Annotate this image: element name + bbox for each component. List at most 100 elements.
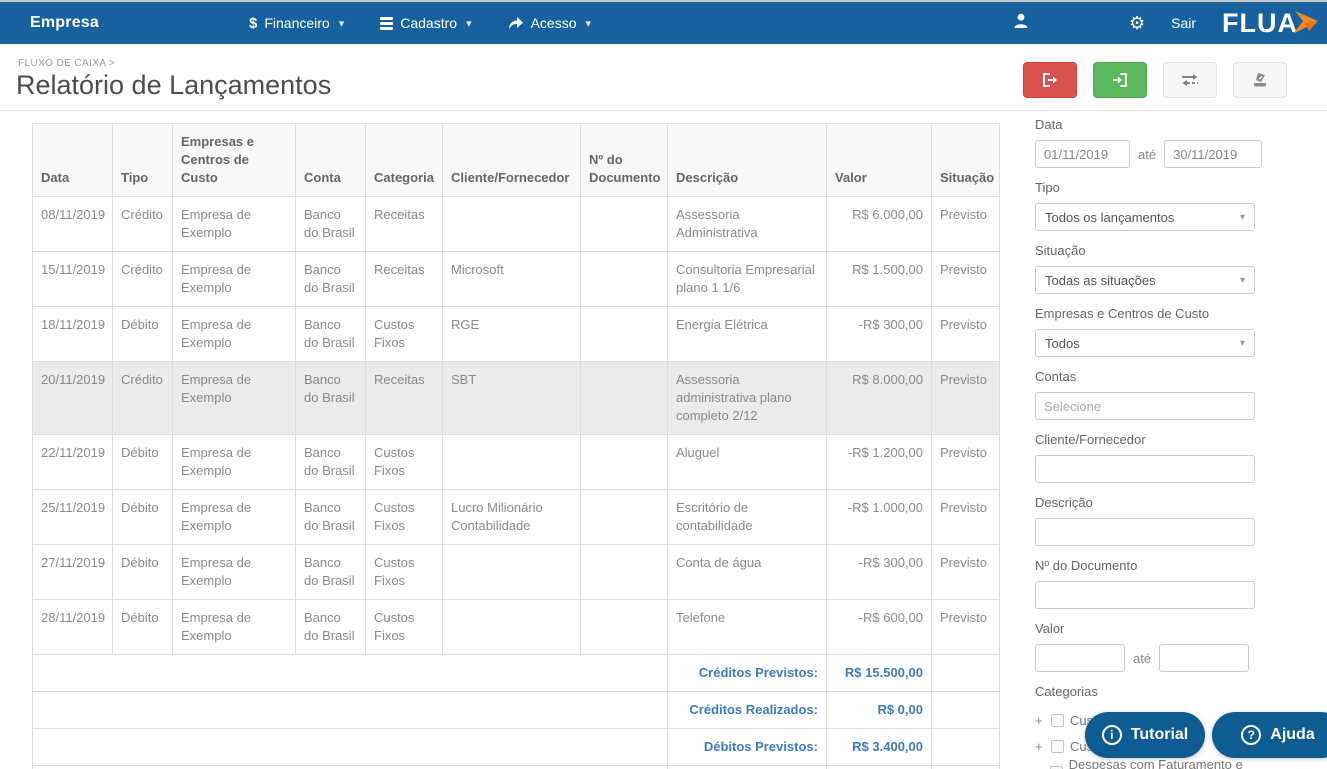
filter-cliente: Cliente/Fornecedor <box>1035 432 1275 483</box>
flua-logo: FLUA <box>1222 8 1321 39</box>
summary-value: R$ 3.400,00 <box>826 728 932 766</box>
table-cell: Empresa de Exemplo <box>172 544 296 600</box>
table-cell <box>442 544 581 600</box>
summary-end-cell <box>931 654 1000 692</box>
empresas-select[interactable]: Todos ▾ <box>1035 329 1255 357</box>
summary-value: R$ 0,00 <box>826 765 932 769</box>
table-row[interactable]: 25/11/2019 Débito Empresa de Exemplo Banco … <box>32 489 1000 545</box>
table-cell: 25/11/2019 <box>32 489 113 545</box>
table-row[interactable]: 08/11/2019 Crédito Empresa de Exemplo Banco… <box>32 196 1000 252</box>
summary-row: Créditos Previstos: R$ 15.500,00 <box>32 654 1000 692</box>
table-cell <box>442 434 581 490</box>
category-item: + Despesas com Faturamento e Vendas <box>1035 757 1275 769</box>
category-checkbox[interactable] <box>1051 739 1064 753</box>
table-row[interactable]: 28/11/2019 Débito Empresa de Exemplo Banco … <box>32 599 1000 655</box>
situacao-filter-label: Situação <box>1035 243 1086 258</box>
nav-acesso[interactable]: Acesso ▾ <box>508 15 591 31</box>
logout-link[interactable]: Sair <box>1171 15 1197 31</box>
valor-until-label: até <box>1133 650 1152 666</box>
table-cell: Previsto <box>931 544 1000 600</box>
print-button[interactable] <box>1233 62 1287 98</box>
category-checkbox[interactable] <box>1050 765 1063 769</box>
help-button[interactable]: ? Ajuda <box>1212 712 1327 758</box>
nav-cadastro[interactable]: Cadastro ▾ <box>380 15 472 31</box>
category-checkbox[interactable] <box>1051 713 1064 727</box>
table-cell: Crédito <box>112 251 173 307</box>
tutorial-button[interactable]: i Tutorial <box>1085 712 1205 758</box>
table-cell: Débito <box>112 434 173 490</box>
table-cell: Conta de água <box>667 544 827 600</box>
table-cell <box>580 196 668 252</box>
column-header: Valor <box>826 123 932 197</box>
filter-situacao: Situação Todas as situações ▾ <box>1035 243 1275 294</box>
table-cell: Banco do Brasil <box>295 434 366 490</box>
tipo-select[interactable]: Todos os lançamentos ▾ <box>1035 203 1255 231</box>
report-table-container: Data Tipo Empresas e Centros de Custo Conta… <box>32 123 1000 769</box>
situacao-select[interactable]: Todas as situações ▾ <box>1035 266 1255 294</box>
date-from-input[interactable] <box>1035 140 1130 168</box>
date-to-input[interactable] <box>1164 140 1263 168</box>
summary-spacer-cell <box>32 691 668 729</box>
table-cell: SBT <box>442 361 581 435</box>
filter-empresas: Empresas e Centros de Custo Todos ▾ <box>1035 306 1275 357</box>
valor-from-input[interactable] <box>1035 644 1125 672</box>
table-cell: Previsto <box>931 434 1000 490</box>
table-cell: 28/11/2019 <box>32 599 113 655</box>
add-expense-button[interactable] <box>1023 62 1077 98</box>
empresas-filter-label: Empresas e Centros de Custo <box>1035 306 1210 321</box>
transfer-button[interactable] <box>1163 62 1217 98</box>
dollar-icon: $ <box>249 14 258 32</box>
breadcrumb[interactable]: FLUXO DE CAIXA > <box>18 58 116 69</box>
filter-descricao: Descrição <box>1035 495 1275 546</box>
table-cell: -R$ 1.000,00 <box>826 489 932 545</box>
nav-financeiro[interactable]: $ Financeiro ▾ <box>249 15 344 32</box>
table-cell: Banco do Brasil <box>295 599 366 655</box>
table-cell: Débito <box>112 489 173 545</box>
valor-filter-label: Valor <box>1035 621 1065 636</box>
table-cell: Telefone <box>667 599 827 655</box>
table-row[interactable]: 22/11/2019 Débito Empresa de Exemplo Banco … <box>32 434 1000 490</box>
cliente-input[interactable] <box>1035 455 1255 483</box>
table-cell: Débito <box>112 306 173 362</box>
filter-documento: Nº do Documento <box>1035 558 1275 609</box>
table-cell: Aluguel <box>667 434 827 490</box>
expand-icon[interactable]: + <box>1035 712 1043 728</box>
documento-input[interactable] <box>1035 581 1255 609</box>
filter-date-range: Data até <box>1035 117 1275 168</box>
table-cell: Empresa de Exemplo <box>172 306 296 362</box>
help-button-label: Ajuda <box>1270 726 1315 743</box>
chevron-down-icon: ▾ <box>1239 274 1245 286</box>
filter-tipo: Tipo Todos os lançamentos ▾ <box>1035 180 1275 231</box>
add-income-button[interactable] <box>1093 62 1147 98</box>
table-row[interactable]: 15/11/2019 Crédito Empresa de Exemplo Banco… <box>32 251 1000 307</box>
column-header: Empresas e Centros de Custo <box>172 123 296 197</box>
table-cell: Débito <box>112 544 173 600</box>
table-cell: Banco do Brasil <box>295 306 366 362</box>
chevron-down-icon: ▾ <box>338 17 345 30</box>
table-cell: Receitas <box>365 196 443 252</box>
table-row[interactable]: 27/11/2019 Débito Empresa de Exemplo Banco … <box>32 544 1000 600</box>
tutorial-button-label: Tutorial <box>1130 726 1189 743</box>
table-cell <box>580 306 668 362</box>
table-cell: R$ 8.000,00 <box>826 361 932 435</box>
summary-spacer-cell <box>32 654 668 692</box>
table-cell: Débito <box>112 599 173 655</box>
valor-to-input[interactable] <box>1159 644 1250 672</box>
descricao-input[interactable] <box>1035 518 1255 546</box>
table-cell: -R$ 1.200,00 <box>826 434 932 490</box>
cash-out-icon <box>1043 73 1057 87</box>
table-cell: Banco do Brasil <box>295 544 366 600</box>
table-cell: Previsto <box>931 251 1000 307</box>
header-divider <box>0 110 1327 111</box>
gear-icon[interactable]: ⚙ <box>1128 13 1146 33</box>
logo-bird-icon <box>1293 11 1318 34</box>
user-icon[interactable] <box>1013 13 1029 34</box>
summary-label: Débitos Previstos: <box>667 728 827 766</box>
table-row[interactable]: 18/11/2019 Débito Empresa de Exemplo Banco … <box>32 306 1000 362</box>
nav-cadastro-label: Cadastro <box>400 15 458 31</box>
table-row[interactable]: 20/11/2019 Crédito Empresa de Exemplo Banco… <box>32 361 1000 435</box>
table-cell <box>442 196 581 252</box>
expand-icon[interactable]: + <box>1035 738 1043 754</box>
expand-icon[interactable]: + <box>1035 765 1044 769</box>
contas-input[interactable] <box>1035 392 1255 420</box>
